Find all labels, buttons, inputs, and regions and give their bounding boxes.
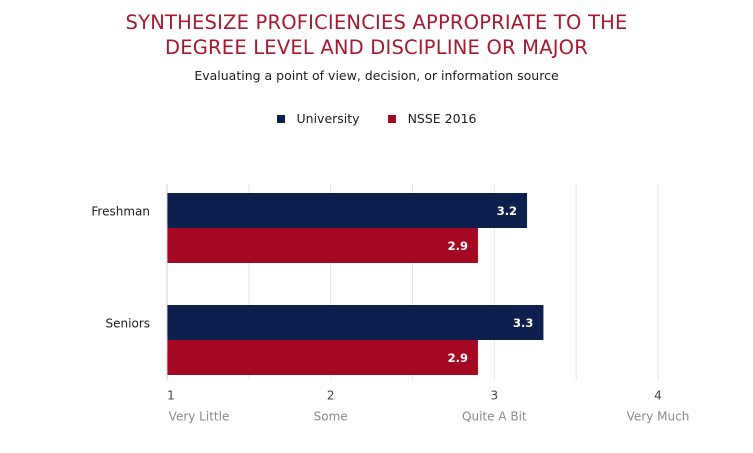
x-tick-number-3: 3 <box>491 389 499 403</box>
chart-title: SYNTHESIZE PROFICIENCIES APPROPRIATE TO … <box>0 10 753 60</box>
data-label-seniors-university: 3.3 <box>513 316 533 330</box>
x-tick-label-very-much: Very Much <box>627 410 690 424</box>
bar-seniors-nsse <box>167 340 478 375</box>
legend-item-nsse: NSSE 2016 <box>387 111 477 126</box>
x-tick-label-some: Some <box>314 410 348 424</box>
legend-label-nsse: NSSE 2016 <box>407 111 477 126</box>
bar-freshman-university <box>167 193 528 228</box>
x-tick-number-2: 2 <box>327 389 335 403</box>
legend-swatch-university <box>276 114 285 123</box>
x-tick-label-quite-a-bit: Quite A Bit <box>462 410 527 424</box>
chart-title-line-2: DEGREE LEVEL AND DISCIPLINE OR MAJOR <box>165 36 588 59</box>
chart-title-line-1: SYNTHESIZE PROFICIENCIES APPROPRIATE TO … <box>125 11 628 34</box>
x-tick-number-4: 4 <box>654 389 662 403</box>
chart-subtitle: Evaluating a point of view, decision, or… <box>194 68 559 83</box>
bar-freshman-nsse <box>167 228 478 263</box>
legend-item-university: University <box>276 111 360 126</box>
bar-seniors-university <box>167 305 544 340</box>
legend-swatch-nsse <box>387 114 396 123</box>
chart-legend: University NSSE 2016 <box>0 111 753 126</box>
data-label-freshman-university: 3.2 <box>497 204 517 218</box>
legend-label-university: University <box>296 111 360 126</box>
data-label-freshman-nsse: 2.9 <box>448 239 468 253</box>
data-label-seniors-nsse: 2.9 <box>448 351 468 365</box>
category-label-freshman: Freshman <box>91 205 150 219</box>
x-tick-label-very-little: Very Little <box>169 410 230 424</box>
category-label-seniors: Seniors <box>106 317 150 331</box>
x-tick-number-1: 1 <box>167 389 175 403</box>
